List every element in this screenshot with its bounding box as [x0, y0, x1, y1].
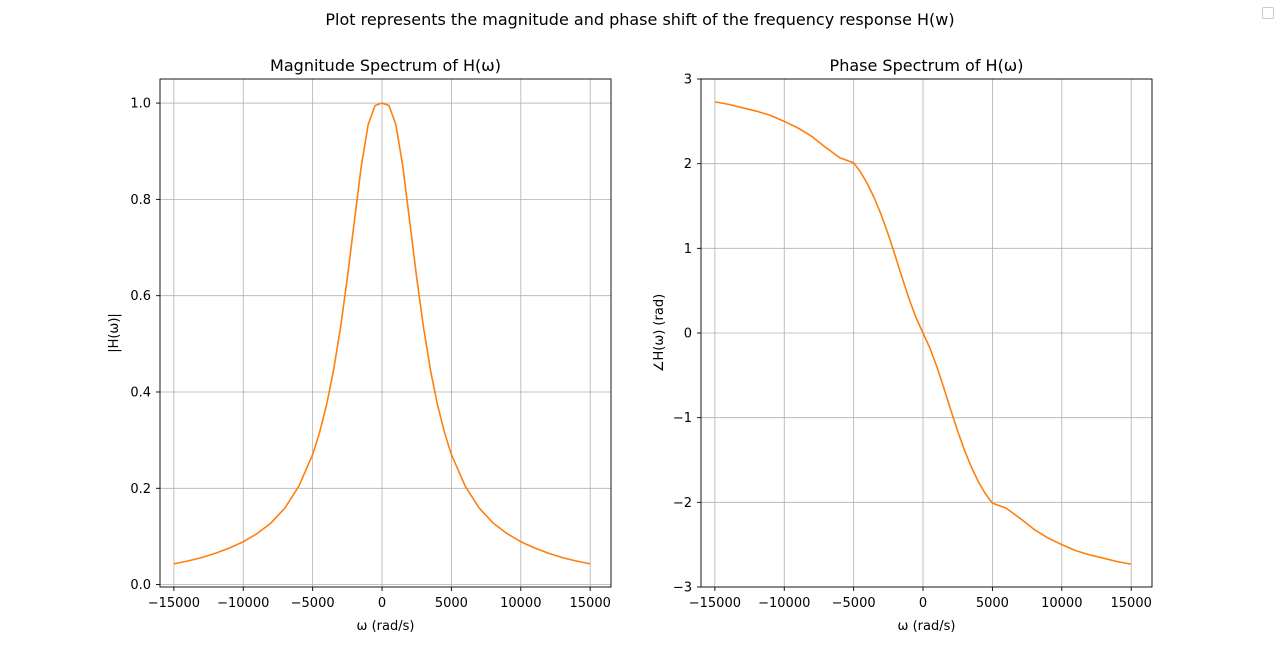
y-tick-label: 1	[684, 242, 692, 257]
chart-title: Phase Spectrum of H(ω)	[830, 56, 1024, 75]
legend-box	[1262, 7, 1274, 19]
x-tick-label: 5000	[976, 596, 1009, 611]
y-axis-label: ∠H(ω) (rad)	[652, 294, 667, 372]
x-tick-label: 15000	[1111, 596, 1152, 611]
x-tick-label: 0	[378, 596, 386, 611]
x-tick-label: −15000	[689, 596, 741, 611]
y-tick-label: 1.0	[130, 97, 151, 112]
y-tick-label: 0.2	[130, 482, 151, 497]
x-tick-label: 0	[919, 596, 927, 611]
series-line	[173, 102, 591, 565]
x-tick-label: −10000	[217, 596, 269, 611]
chart-2: −15000 −10000 −5000 0 5000 10000 15000 −3 −2 −1 0 1…	[652, 56, 1153, 634]
y-tick-label: 0	[684, 327, 692, 342]
series-line	[714, 101, 1132, 565]
chart-title: Magnitude Spectrum of H(ω)	[270, 56, 501, 75]
x-axis-label: ω (rad/s)	[898, 619, 956, 634]
figure-suptitle: Plot represents the magnitude and phase …	[325, 10, 955, 29]
x-tick-label: −5000	[832, 596, 876, 611]
y-axis-label: |H(ω)|	[107, 313, 122, 353]
y-tick-label: −2	[673, 496, 692, 511]
y-tick-label: 0.6	[130, 289, 151, 304]
x-tick-label: −10000	[758, 596, 810, 611]
y-tick-label: −1	[673, 411, 692, 426]
y-tick-label: 0.0	[130, 578, 151, 593]
x-axis-label: ω (rad/s)	[357, 619, 415, 634]
x-tick-label: 10000	[1041, 596, 1082, 611]
y-tick-label: −3	[673, 581, 692, 596]
x-tick-label: 15000	[570, 596, 611, 611]
x-tick-label: −15000	[148, 596, 200, 611]
x-tick-label: 10000	[500, 596, 541, 611]
y-tick-label: 0.8	[130, 193, 151, 208]
x-tick-label: 5000	[435, 596, 468, 611]
y-tick-label: 0.4	[130, 385, 151, 400]
chart-1: −15000 −10000 −5000 0 5000 10000 15000 0.0 0.2 0.…	[107, 56, 612, 634]
y-tick-label: 3	[684, 73, 692, 88]
x-tick-label: −5000	[291, 596, 335, 611]
axes-frame	[159, 78, 612, 588]
y-tick-label: 2	[684, 157, 692, 172]
